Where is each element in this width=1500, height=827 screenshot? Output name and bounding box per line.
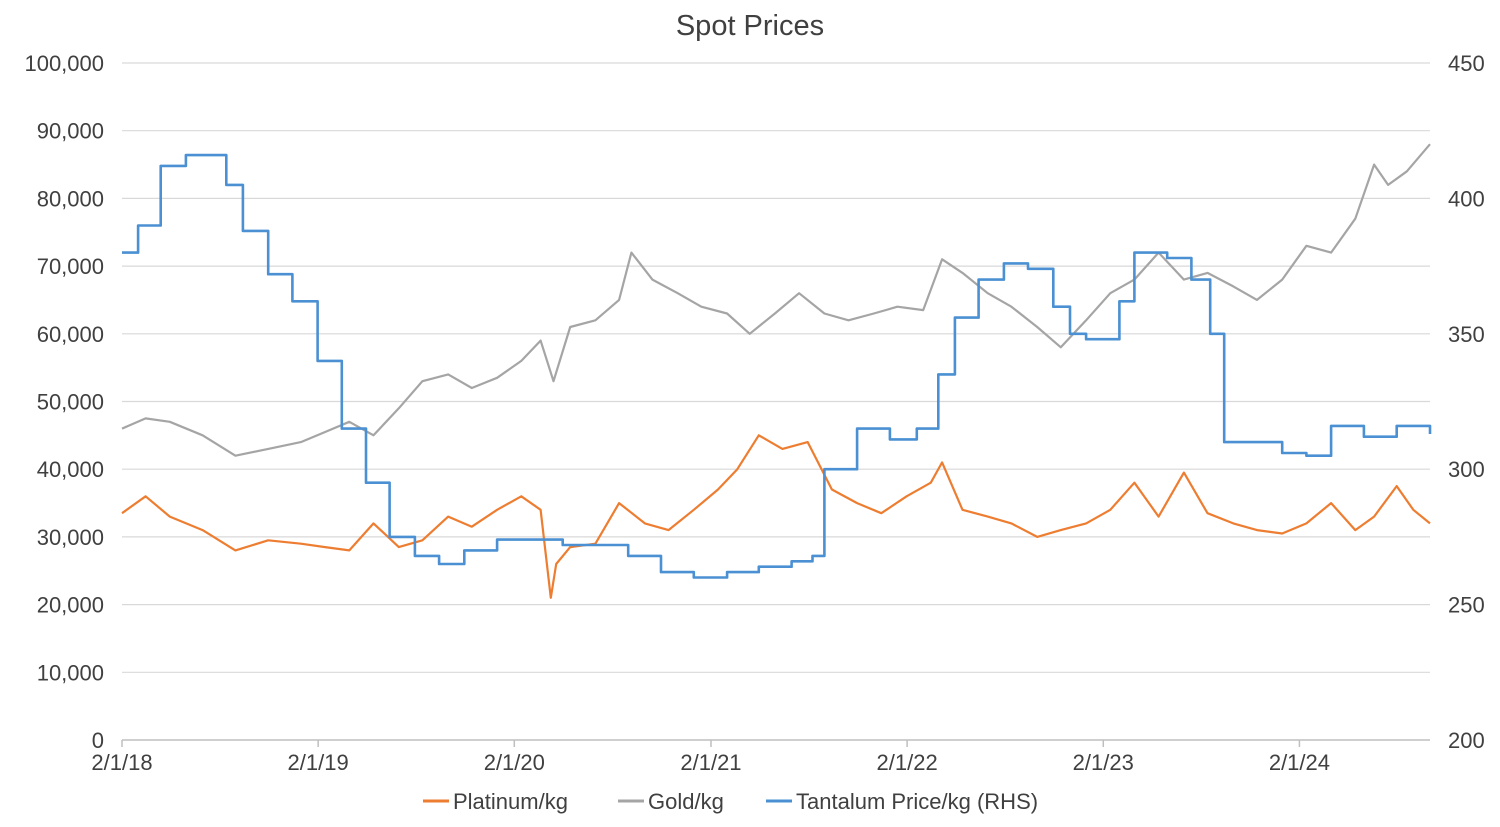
y-tick-label: 40,000	[37, 457, 104, 482]
x-tick-label: 2/1/21	[680, 750, 741, 775]
y2-tick-label: 400	[1448, 186, 1485, 211]
y-tick-label: 90,000	[37, 119, 104, 144]
y-tick-label: 30,000	[37, 525, 104, 550]
x-tick-label: 2/1/23	[1073, 750, 1134, 775]
platinum-series-line	[121, 434, 1431, 599]
gridlines	[122, 62, 1430, 673]
y2-tick-label: 350	[1448, 322, 1485, 347]
legend: Platinum/kg Gold/kg Tantalum Price/kg (RHS…	[423, 789, 1038, 814]
gold-series-line	[121, 143, 1431, 457]
y2-tick-label: 450	[1448, 51, 1485, 76]
y-tick-label: 20,000	[37, 593, 104, 618]
gold-legend-label: Gold/kg	[648, 789, 724, 814]
y2-tick-label: 250	[1448, 593, 1485, 618]
y2-tick-label: 300	[1448, 457, 1485, 482]
y-tick-label: 60,000	[37, 322, 104, 347]
chart-title: Spot Prices	[676, 10, 824, 42]
x-tick-label: 2/1/24	[1269, 750, 1330, 775]
x-tick-label: 2/1/18	[91, 750, 152, 775]
x-tick-label: 2/1/19	[288, 750, 349, 775]
axes: 0 10,000 20,000 30,000 40,000 50,000 60,000 70,…	[24, 51, 1484, 775]
y-tick-label: 100,000	[24, 51, 104, 76]
tantalum-series-line	[122, 153, 1432, 579]
y-tick-label: 0	[92, 728, 104, 753]
y-tick-label: 50,000	[37, 390, 104, 415]
y-tick-label: 80,000	[37, 186, 104, 211]
tantalum-legend-label: Tantalum Price/kg (RHS)	[796, 789, 1038, 814]
y2-tick-label: 200	[1448, 728, 1485, 753]
y-tick-label: 70,000	[37, 254, 104, 279]
y-tick-label: 10,000	[37, 660, 104, 685]
x-tick-label: 2/1/20	[484, 750, 545, 775]
series-lines	[121, 143, 1432, 599]
platinum-legend-label: Platinum/kg	[453, 789, 568, 814]
x-tick-label: 2/1/22	[877, 750, 938, 775]
